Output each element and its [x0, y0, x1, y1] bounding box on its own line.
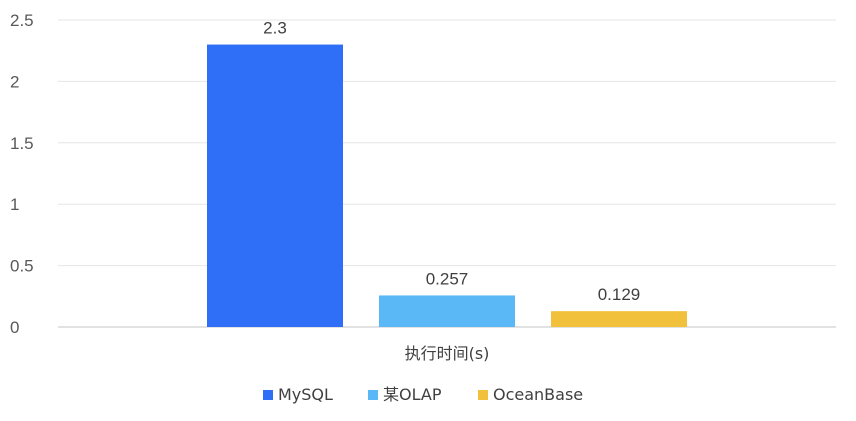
legend-swatch	[478, 390, 488, 400]
legend-label: 某OLAP	[383, 385, 442, 404]
bars	[207, 44, 687, 328]
y-tick-label: 1	[10, 195, 19, 214]
legend-swatch	[263, 390, 273, 400]
y-tick-label: 0	[10, 318, 19, 337]
legend-label: OceanBase	[493, 385, 583, 404]
legend: MySQL 某OLAP OceanBase	[263, 385, 583, 404]
data-label: 0.129	[598, 285, 641, 304]
legend-label: MySQL	[278, 385, 333, 404]
bar-olap	[379, 295, 515, 327]
x-axis-categories: 执行时间(s)	[405, 344, 490, 363]
y-tick-label: 1.5	[10, 134, 34, 153]
bar-oceanbase	[551, 311, 687, 327]
y-tick-label: 0.5	[10, 257, 34, 276]
y-tick-label: 2.5	[10, 11, 34, 30]
bar-mysql	[207, 44, 343, 328]
y-tick-label: 2	[10, 72, 19, 91]
y-axis-ticks: 0 0.5 1 1.5 2 2.5	[10, 11, 34, 337]
gridlines	[58, 19, 836, 328]
data-labels: 2.3 0.257 0.129	[263, 19, 640, 305]
data-label: 0.257	[426, 269, 469, 288]
legend-swatch	[368, 390, 378, 400]
data-label: 2.3	[263, 19, 287, 38]
x-category-label: 执行时间(s)	[405, 344, 490, 363]
